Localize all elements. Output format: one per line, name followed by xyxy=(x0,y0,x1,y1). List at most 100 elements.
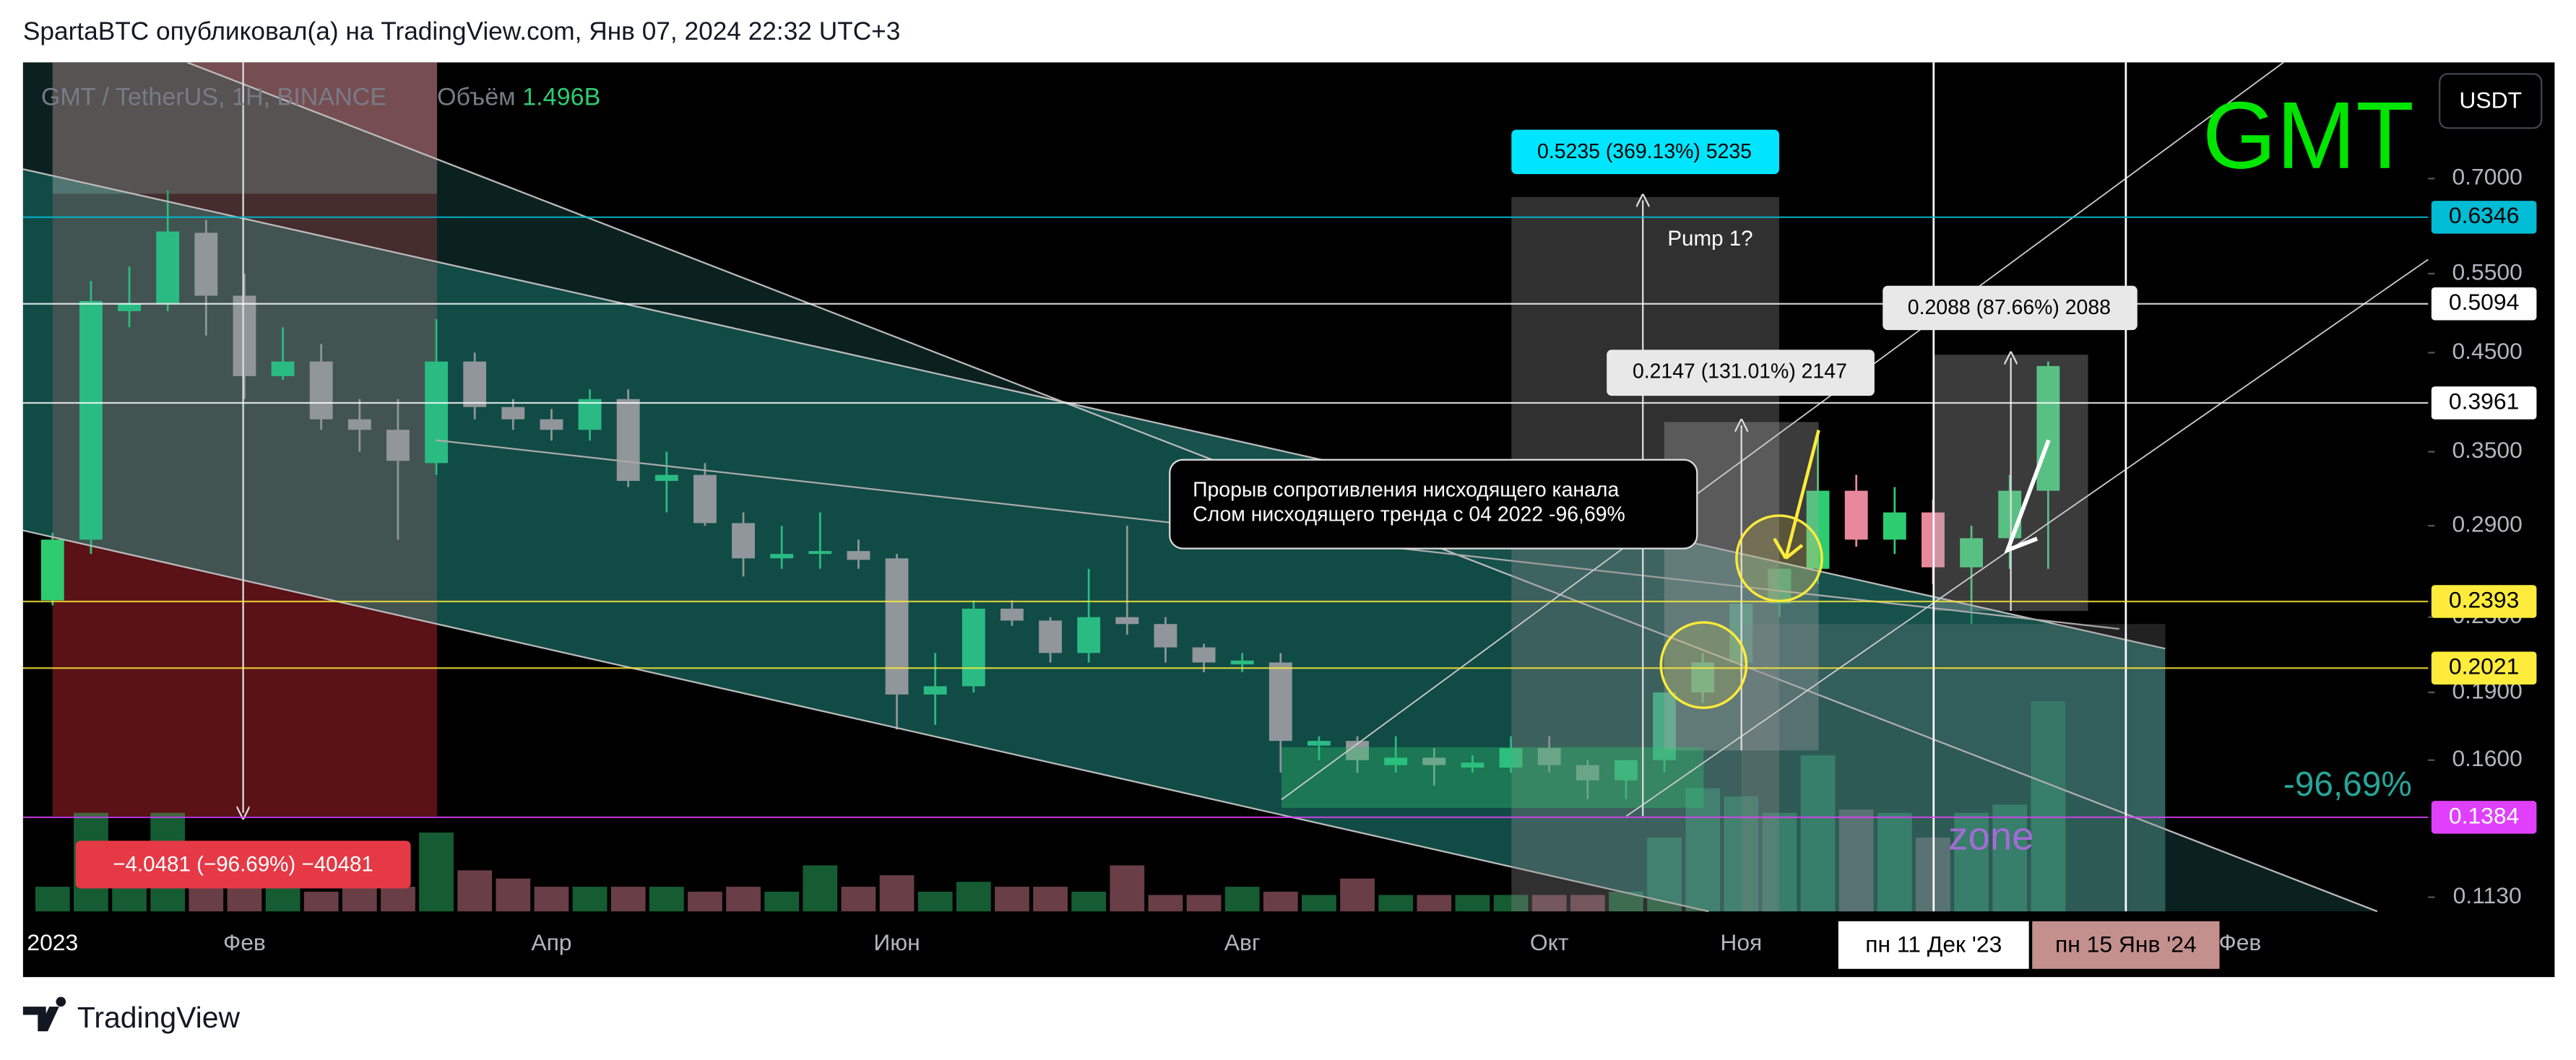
volume-bar xyxy=(1531,895,1567,912)
candle-body xyxy=(1960,538,1983,568)
x-tick-label: Июн xyxy=(873,929,920,955)
volume-bar xyxy=(1992,804,2028,912)
candle-body xyxy=(386,430,410,461)
volume-bar xyxy=(1224,887,1260,912)
volume-bar xyxy=(803,865,838,912)
y-tick-label: 0.1600 xyxy=(2452,745,2522,771)
volume-bar xyxy=(457,870,493,912)
volume-bar xyxy=(2031,701,2066,912)
candle-body xyxy=(1192,647,1216,663)
volume-bar xyxy=(841,887,876,912)
yellow-arrow xyxy=(1773,430,1820,560)
candle-body xyxy=(425,361,448,464)
y-tick-label: 0.7000 xyxy=(2452,164,2522,190)
volume-bar xyxy=(1877,812,1912,912)
candle-body xyxy=(961,608,985,687)
accumulation-box xyxy=(1281,747,1704,808)
channel xyxy=(22,169,2166,912)
logo xyxy=(22,996,66,1032)
measure-label: 0.2088 (87.66%) 2088 xyxy=(1908,296,2111,319)
y-tick-label: 0.1130 xyxy=(2453,882,2522,908)
candle-body xyxy=(693,474,717,524)
volume-bar xyxy=(1340,878,1375,912)
y-tick-label: 0.5500 xyxy=(2452,259,2522,284)
candle-body xyxy=(1115,617,1139,625)
volume-bar xyxy=(1685,788,1721,912)
x-tick-label: Фев xyxy=(2219,929,2262,955)
change-label: -96,69% xyxy=(2283,765,2412,804)
candle-body xyxy=(501,407,525,420)
volume-bar xyxy=(572,887,608,912)
volume-bar xyxy=(956,882,991,912)
byline: SpartaBTC опубликовал(а) на TradingView.… xyxy=(23,17,901,45)
candle-body xyxy=(1154,624,1177,648)
fan-line xyxy=(1625,259,2429,817)
volume-bar xyxy=(1302,895,1336,912)
volume-bar xyxy=(1954,812,1989,912)
x-tick-label: Окт xyxy=(1530,929,1569,955)
candle-body xyxy=(347,419,371,430)
volume-bar xyxy=(1724,796,1759,912)
volume-bar xyxy=(764,891,800,912)
volume-bar xyxy=(1263,891,1298,912)
candle-body xyxy=(578,399,602,430)
callout-box xyxy=(1169,459,1698,549)
white-arrow xyxy=(2004,439,2051,554)
price-label: 0.2393 xyxy=(2449,586,2519,612)
volume-bar xyxy=(496,878,531,912)
candle-body xyxy=(616,399,640,482)
candle-body xyxy=(1000,608,1024,621)
highlight xyxy=(1659,621,1748,709)
price-label-box xyxy=(2431,801,2537,834)
fan-line xyxy=(1281,61,2284,801)
candle-body xyxy=(79,300,103,540)
candle-body xyxy=(2036,365,2060,491)
volume-bar xyxy=(879,875,915,912)
y-tick-label: 0.4500 xyxy=(2452,338,2522,364)
candle-body xyxy=(1230,660,1254,665)
measure-box xyxy=(1511,196,1779,912)
volume-bar xyxy=(534,887,569,912)
volume-bar xyxy=(1110,865,1145,912)
legend-symbol: GMT / TetherUS, 1H, BINANCE xyxy=(41,83,386,110)
price-label-box xyxy=(2431,585,2537,618)
candle-body xyxy=(40,539,64,601)
candle-body xyxy=(654,474,678,482)
crosshair-label: пн 15 Янв '24 xyxy=(2055,931,2197,957)
candle-body xyxy=(1615,760,1638,781)
candle-body xyxy=(1039,620,1062,653)
callout-text: Слом нисходящего тренда с 04 2022 -96,69… xyxy=(1193,503,1625,526)
price-label: 0.5094 xyxy=(2449,289,2519,315)
measure-label-box xyxy=(1607,349,1875,396)
axes: 2023 Фев Апр Июн Авг Окт Ноя Фев 0.7000 0.5500 0.4… xyxy=(27,164,2537,955)
volume-bar xyxy=(1455,895,1490,912)
volume-bar xyxy=(189,887,224,912)
highlight xyxy=(1735,514,1823,603)
red-zone xyxy=(52,62,437,817)
x-tick-label: Апр xyxy=(531,929,571,955)
candle-body xyxy=(1384,757,1408,765)
candle-body xyxy=(1576,765,1599,781)
candle-body xyxy=(156,231,180,304)
y-tick-label: 0.3500 xyxy=(2452,437,2522,463)
candle-body xyxy=(847,551,870,560)
x-tick-label: 2023 xyxy=(27,929,78,955)
currency-button-label[interactable]: USDT xyxy=(2459,87,2522,113)
footer-brand: TradingView xyxy=(77,1001,241,1034)
volume-bar xyxy=(342,887,377,912)
volume-bar xyxy=(265,887,301,912)
volume-bar xyxy=(995,887,1029,912)
zone-label: zone xyxy=(1948,814,2033,859)
crosshair-label-box xyxy=(2032,921,2220,969)
volume-bar xyxy=(610,887,646,912)
candle-body xyxy=(923,686,947,695)
price-label: 0.3961 xyxy=(2449,388,2519,414)
candle-body xyxy=(540,419,563,430)
x-tick-label: Ноя xyxy=(1720,929,1762,955)
currency-button[interactable] xyxy=(2439,73,2543,129)
price-label: 0.1384 xyxy=(2449,802,2519,828)
crosshair-label-box xyxy=(1838,921,2029,969)
candle-body xyxy=(808,551,832,555)
candle-body xyxy=(1308,741,1331,746)
